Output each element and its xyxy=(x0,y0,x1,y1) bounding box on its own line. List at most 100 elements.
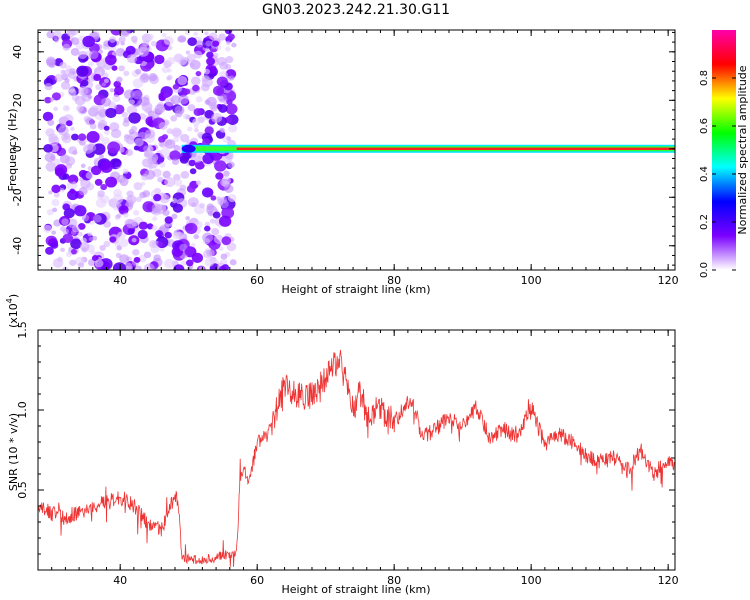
spectrogram-cell xyxy=(69,188,76,194)
snr-multiplier-base: (x10 xyxy=(7,303,20,328)
spectrogram-cell xyxy=(229,259,237,266)
spectrogram-cell xyxy=(96,104,105,113)
spectrogram-cell xyxy=(161,134,169,140)
figure-title: GN03.2023.242.21.30.G11 xyxy=(262,2,450,18)
spectrogram-cell xyxy=(164,216,173,224)
spectrogram-cell xyxy=(188,159,196,167)
spectrogram-cell xyxy=(128,99,135,105)
spectrogram-cell xyxy=(154,54,165,65)
spectrogram-cell xyxy=(155,230,163,238)
spectrogram-cell xyxy=(164,258,175,269)
colorbar-tick-label: 0.4 xyxy=(699,166,710,182)
spectrogram-cell xyxy=(78,50,88,60)
spectrogram-cell xyxy=(206,57,216,66)
spectrogram-cell xyxy=(111,65,118,71)
spectrogram-cell xyxy=(162,209,170,216)
spectrogram-cell xyxy=(94,259,104,268)
spectrogram-cell xyxy=(62,203,71,211)
spectrogram-cell xyxy=(202,237,210,245)
spectrogram-cell xyxy=(179,184,187,191)
spectrogram-cell xyxy=(226,242,237,252)
spectrogram-cell xyxy=(123,70,130,77)
spectrogram-cell xyxy=(60,81,71,90)
spectrogram-cell xyxy=(70,48,80,56)
spectrogram-cell xyxy=(135,196,142,203)
spectrogram-cell xyxy=(228,75,235,81)
spectrogram-cell xyxy=(225,103,238,115)
snr-x-ticks: 40 60 80 100 120 xyxy=(51,330,679,587)
spectrogram-cell xyxy=(210,105,218,112)
spectrogram-cell xyxy=(170,95,181,105)
spectrogram-cell xyxy=(44,96,52,104)
spectrogram-cell xyxy=(132,78,144,89)
spectrogram-cell xyxy=(203,68,211,75)
spectrogram-cell xyxy=(62,233,74,244)
spectrogram-cell xyxy=(201,187,214,198)
spectrogram-cell xyxy=(204,225,211,232)
spectrogram-cell xyxy=(116,76,123,83)
spectrogram-cell xyxy=(70,238,82,250)
spectrogram-cell xyxy=(179,155,189,164)
spectrogram-cell xyxy=(213,234,224,244)
spectrogram-cell xyxy=(193,31,199,36)
spectrogram-cell xyxy=(62,43,71,51)
spectrogram-cell xyxy=(64,69,73,77)
spectrogram-cell xyxy=(143,251,152,259)
spectrogram-cell xyxy=(45,246,54,255)
spectrogram-cell xyxy=(164,231,172,239)
spectrogram-cell xyxy=(212,85,225,96)
spectrogram-cell xyxy=(67,88,77,97)
spectrogram-cell xyxy=(135,68,142,75)
spectrogram-cell xyxy=(133,256,141,263)
spectrogram-cell xyxy=(81,214,90,222)
spectrogram-cell xyxy=(148,164,153,170)
spectrogram-cell xyxy=(105,176,118,188)
spectrogram-cell xyxy=(174,110,183,118)
spectrogram-cell xyxy=(133,182,143,191)
spectrogram-cell xyxy=(70,126,75,131)
spectrogram-cell xyxy=(43,143,53,153)
spectrogram-cell xyxy=(144,129,156,139)
spectrogram-cell xyxy=(220,156,227,162)
spectrogram-cell xyxy=(43,224,53,233)
spectrogram-cell xyxy=(101,97,112,107)
colorbar-ticks: 0.0 0.2 0.4 0.6 0.8 xyxy=(699,70,736,278)
spectrogram-cell xyxy=(212,40,220,47)
spectrogram-cell xyxy=(212,211,221,219)
spectrogram-cell xyxy=(123,136,131,143)
snr-y-tick-label: 1.5 xyxy=(16,321,29,339)
spectrogram-cell xyxy=(78,187,88,196)
spectrogram-cell xyxy=(185,216,190,221)
spectrogram-cell xyxy=(142,201,155,213)
spectrogram-cell xyxy=(48,190,53,195)
spectrogram-cell xyxy=(80,163,86,168)
spectrogram-cell xyxy=(126,53,138,64)
spectrogram-cell xyxy=(111,158,122,168)
spectrogram-cell xyxy=(85,182,95,191)
snr-y-tick-label: 0.5 xyxy=(16,481,29,499)
spectrogram-cell xyxy=(137,229,148,240)
colorbar-tick-label: 0.0 xyxy=(699,262,710,278)
spectrogram-cell xyxy=(86,130,100,143)
spectrogram-cell xyxy=(211,112,223,123)
spectrogram-cell xyxy=(113,85,124,96)
spectrogram-cell xyxy=(82,35,96,48)
spectrogram-cell xyxy=(46,58,56,68)
spectrogram-cell xyxy=(45,162,57,172)
spectrogram-cell xyxy=(59,61,67,69)
spectrogram-cell xyxy=(209,32,218,41)
spectrogram-cell xyxy=(221,264,230,270)
snr-multiplier: (x104) xyxy=(5,294,20,328)
spectrogram-cell xyxy=(142,40,150,47)
colorbar-tick-label: 0.8 xyxy=(699,70,710,86)
spectrogram-cell xyxy=(193,234,199,240)
spectrogram-cell xyxy=(189,59,201,70)
spectrogram-cell xyxy=(108,36,117,43)
spectrogram-cell xyxy=(219,196,228,204)
spectrogram-cell xyxy=(228,124,238,133)
spectrogram-cell xyxy=(99,244,106,251)
spectrogram-cell xyxy=(210,195,217,201)
spectrogram-cell xyxy=(150,245,160,254)
colorbar-gradient xyxy=(712,30,736,270)
